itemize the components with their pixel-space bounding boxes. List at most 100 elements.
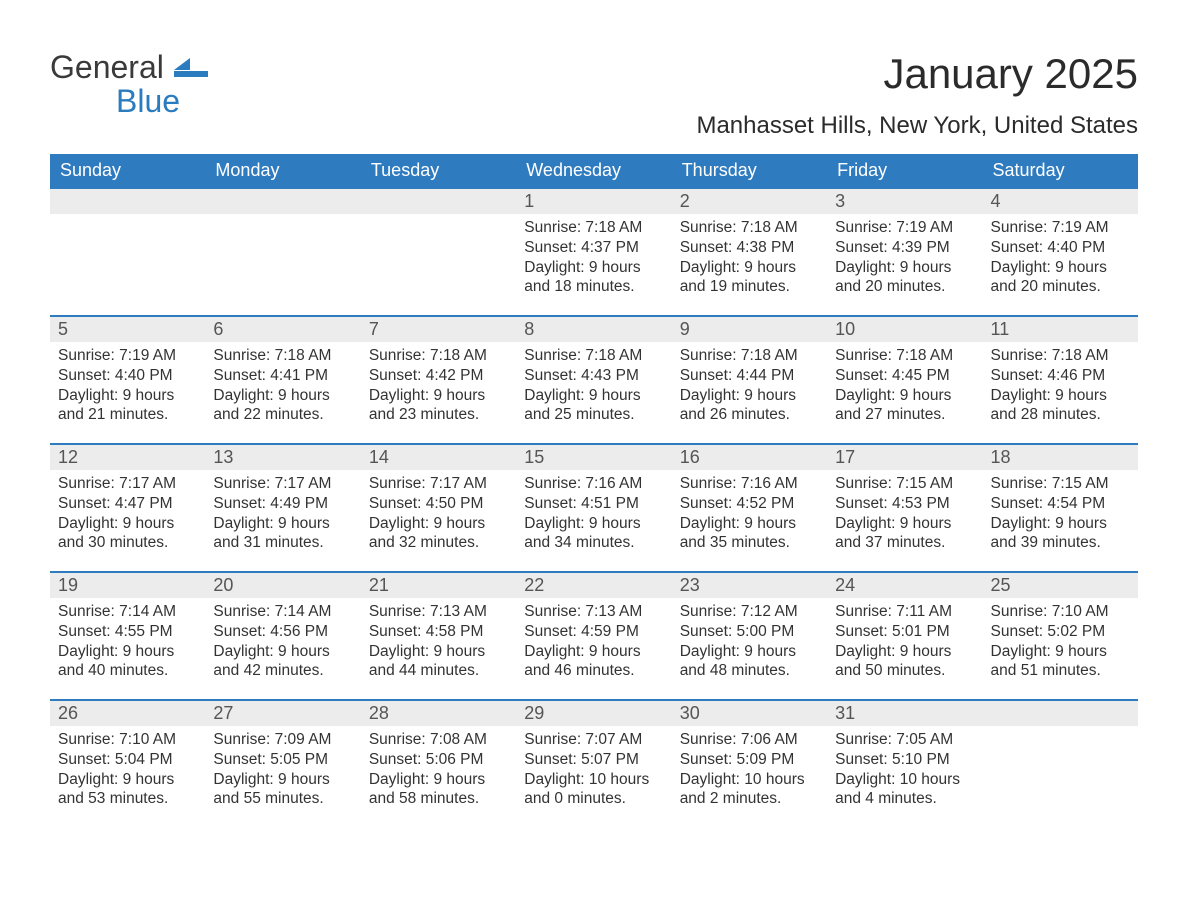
- calendar-day-cell: 6Sunrise: 7:18 AMSunset: 4:41 PMDaylight…: [205, 315, 360, 443]
- calendar-day-cell: 23Sunrise: 7:12 AMSunset: 5:00 PMDayligh…: [672, 571, 827, 699]
- calendar-day-cell: 16Sunrise: 7:16 AMSunset: 4:52 PMDayligh…: [672, 443, 827, 571]
- sunrise-text: Sunrise: 7:18 AM: [991, 346, 1130, 366]
- sunrise-text: Sunrise: 7:13 AM: [369, 602, 508, 622]
- calendar-day-cell: 13Sunrise: 7:17 AMSunset: 4:49 PMDayligh…: [205, 443, 360, 571]
- sunrise-text: Sunrise: 7:15 AM: [991, 474, 1130, 494]
- daylight-text: Daylight: 9 hours and 28 minutes.: [991, 386, 1130, 426]
- day-details: Sunrise: 7:12 AMSunset: 5:00 PMDaylight:…: [672, 598, 827, 687]
- sunset-text: Sunset: 4:47 PM: [58, 494, 197, 514]
- weekday-header: Wednesday: [516, 154, 671, 187]
- day-details: Sunrise: 7:17 AMSunset: 4:49 PMDaylight:…: [205, 470, 360, 559]
- sunrise-text: Sunrise: 7:18 AM: [680, 218, 819, 238]
- daylight-text: Daylight: 9 hours and 42 minutes.: [213, 642, 352, 682]
- calendar-day-cell: 1Sunrise: 7:18 AMSunset: 4:37 PMDaylight…: [516, 187, 671, 315]
- day-number: 28: [361, 699, 516, 726]
- calendar-header-row: SundayMondayTuesdayWednesdayThursdayFrid…: [50, 154, 1138, 187]
- sunset-text: Sunset: 5:06 PM: [369, 750, 508, 770]
- sunset-text: Sunset: 5:01 PM: [835, 622, 974, 642]
- sunset-text: Sunset: 5:10 PM: [835, 750, 974, 770]
- logo-word-2: Blue: [116, 83, 208, 120]
- weekday-header: Tuesday: [361, 154, 516, 187]
- day-number: 9: [672, 315, 827, 342]
- daylight-text: Daylight: 9 hours and 44 minutes.: [369, 642, 508, 682]
- sunrise-text: Sunrise: 7:16 AM: [524, 474, 663, 494]
- daylight-text: Daylight: 9 hours and 22 minutes.: [213, 386, 352, 426]
- daylight-text: Daylight: 9 hours and 31 minutes.: [213, 514, 352, 554]
- calendar-day-cell: 9Sunrise: 7:18 AMSunset: 4:44 PMDaylight…: [672, 315, 827, 443]
- daylight-text: Daylight: 10 hours and 4 minutes.: [835, 770, 974, 810]
- sunrise-text: Sunrise: 7:08 AM: [369, 730, 508, 750]
- calendar-day-cell: 11Sunrise: 7:18 AMSunset: 4:46 PMDayligh…: [983, 315, 1138, 443]
- day-details: Sunrise: 7:19 AMSunset: 4:40 PMDaylight:…: [50, 342, 205, 431]
- calendar-day-cell: 12Sunrise: 7:17 AMSunset: 4:47 PMDayligh…: [50, 443, 205, 571]
- weekday-header: Sunday: [50, 154, 205, 187]
- day-details: Sunrise: 7:17 AMSunset: 4:50 PMDaylight:…: [361, 470, 516, 559]
- day-details: Sunrise: 7:11 AMSunset: 5:01 PMDaylight:…: [827, 598, 982, 687]
- calendar-week-row: 12 Sunrise: 7:17 AM Sunset: 4:47 PM Dayligh…: [50, 443, 1138, 571]
- calendar-day-cell: 30Sunrise: 7:06 AMSunset: 5:09 PMDayligh…: [672, 699, 827, 827]
- calendar-day-cell: 17Sunrise: 7:15 AMSunset: 4:53 PMDayligh…: [827, 443, 982, 571]
- day-details: Sunrise: 7:19 AMSunset: 4:40 PMDaylight:…: [983, 214, 1138, 303]
- day-details: Sunrise: 7:18 AMSunset: 4:42 PMDaylight:…: [361, 342, 516, 431]
- sunset-text: Sunset: 5:00 PM: [680, 622, 819, 642]
- weekday-header: Friday: [827, 154, 982, 187]
- daylight-text: Daylight: 9 hours and 53 minutes.: [58, 770, 197, 810]
- sunset-text: Sunset: 4:40 PM: [58, 366, 197, 386]
- month-title: January 2025: [696, 50, 1138, 98]
- day-number: 31: [827, 699, 982, 726]
- day-details: Sunrise: 7:07 AMSunset: 5:07 PMDaylight:…: [516, 726, 671, 815]
- calendar-day-cell: 15Sunrise: 7:16 AMSunset: 4:51 PMDayligh…: [516, 443, 671, 571]
- calendar-day-cell: 26Sunrise: 7:10 AMSunset: 5:04 PMDayligh…: [50, 699, 205, 827]
- sunset-text: Sunset: 4:37 PM: [524, 238, 663, 258]
- daylight-text: Daylight: 9 hours and 19 minutes.: [680, 258, 819, 298]
- day-number: 6: [205, 315, 360, 342]
- day-details: Sunrise: 7:18 AMSunset: 4:37 PMDaylight:…: [516, 214, 671, 303]
- daylight-text: Daylight: 9 hours and 40 minutes.: [58, 642, 197, 682]
- sunrise-text: Sunrise: 7:09 AM: [213, 730, 352, 750]
- calendar-day-cell: 4Sunrise: 7:19 AMSunset: 4:40 PMDaylight…: [983, 187, 1138, 315]
- day-number: 15: [516, 443, 671, 470]
- sunset-text: Sunset: 4:38 PM: [680, 238, 819, 258]
- calendar-day-cell: 8Sunrise: 7:18 AMSunset: 4:43 PMDaylight…: [516, 315, 671, 443]
- calendar-day-cell: 24Sunrise: 7:11 AMSunset: 5:01 PMDayligh…: [827, 571, 982, 699]
- calendar-day-cell: 5Sunrise: 7:19 AMSunset: 4:40 PMDaylight…: [50, 315, 205, 443]
- sunset-text: Sunset: 4:43 PM: [524, 366, 663, 386]
- day-number: [983, 699, 1138, 726]
- day-details: Sunrise: 7:16 AMSunset: 4:52 PMDaylight:…: [672, 470, 827, 559]
- sunset-text: Sunset: 4:39 PM: [835, 238, 974, 258]
- day-details: Sunrise: 7:18 AMSunset: 4:43 PMDaylight:…: [516, 342, 671, 431]
- calendar-day-cell: 10Sunrise: 7:18 AMSunset: 4:45 PMDayligh…: [827, 315, 982, 443]
- daylight-text: Daylight: 9 hours and 20 minutes.: [835, 258, 974, 298]
- day-number: [205, 187, 360, 214]
- sunset-text: Sunset: 4:44 PM: [680, 366, 819, 386]
- calendar-week-row: 5Sunrise: 7:19 AMSunset: 4:40 PMDaylight…: [50, 315, 1138, 443]
- sunset-text: Sunset: 4:52 PM: [680, 494, 819, 514]
- location-subtitle: Manhasset Hills, New York, United States: [696, 112, 1138, 140]
- weekday-header: Monday: [205, 154, 360, 187]
- day-number: 21: [361, 571, 516, 598]
- calendar-week-row: 19Sunrise: 7:14 AMSunset: 4:55 PMDayligh…: [50, 571, 1138, 699]
- day-number: 12: [50, 443, 205, 470]
- calendar-week-row: 26Sunrise: 7:10 AMSunset: 5:04 PMDayligh…: [50, 699, 1138, 827]
- day-details: Sunrise: 7:18 AMSunset: 4:38 PMDaylight:…: [672, 214, 827, 303]
- calendar-day-cell: 3Sunrise: 7:19 AMSunset: 4:39 PMDaylight…: [827, 187, 982, 315]
- day-number: 16: [672, 443, 827, 470]
- logo-word-1: General: [50, 49, 164, 85]
- daylight-text: Daylight: 9 hours and 25 minutes.: [524, 386, 663, 426]
- day-number: 27: [205, 699, 360, 726]
- sunset-text: Sunset: 4:50 PM: [369, 494, 508, 514]
- sunrise-text: Sunrise: 7:17 AM: [369, 474, 508, 494]
- sunrise-text: Sunrise: 7:18 AM: [524, 218, 663, 238]
- calendar-day-cell: 20Sunrise: 7:14 AMSunset: 4:56 PMDayligh…: [205, 571, 360, 699]
- day-details: Sunrise: 7:18 AMSunset: 4:45 PMDaylight:…: [827, 342, 982, 431]
- sunrise-text: Sunrise: 7:18 AM: [680, 346, 819, 366]
- day-number: 10: [827, 315, 982, 342]
- calendar-body: 1Sunrise: 7:18 AMSunset: 4:37 PMDaylight…: [50, 187, 1138, 827]
- daylight-text: Daylight: 9 hours and 34 minutes.: [524, 514, 663, 554]
- logo: General Blue: [50, 50, 208, 120]
- calendar-day-cell: 22Sunrise: 7:13 AMSunset: 4:59 PMDayligh…: [516, 571, 671, 699]
- sunset-text: Sunset: 5:04 PM: [58, 750, 197, 770]
- day-details: Sunrise: 7:14 AMSunset: 4:56 PMDaylight:…: [205, 598, 360, 687]
- title-block: January 2025 Manhasset Hills, New York, …: [696, 50, 1138, 140]
- sunset-text: Sunset: 4:46 PM: [991, 366, 1130, 386]
